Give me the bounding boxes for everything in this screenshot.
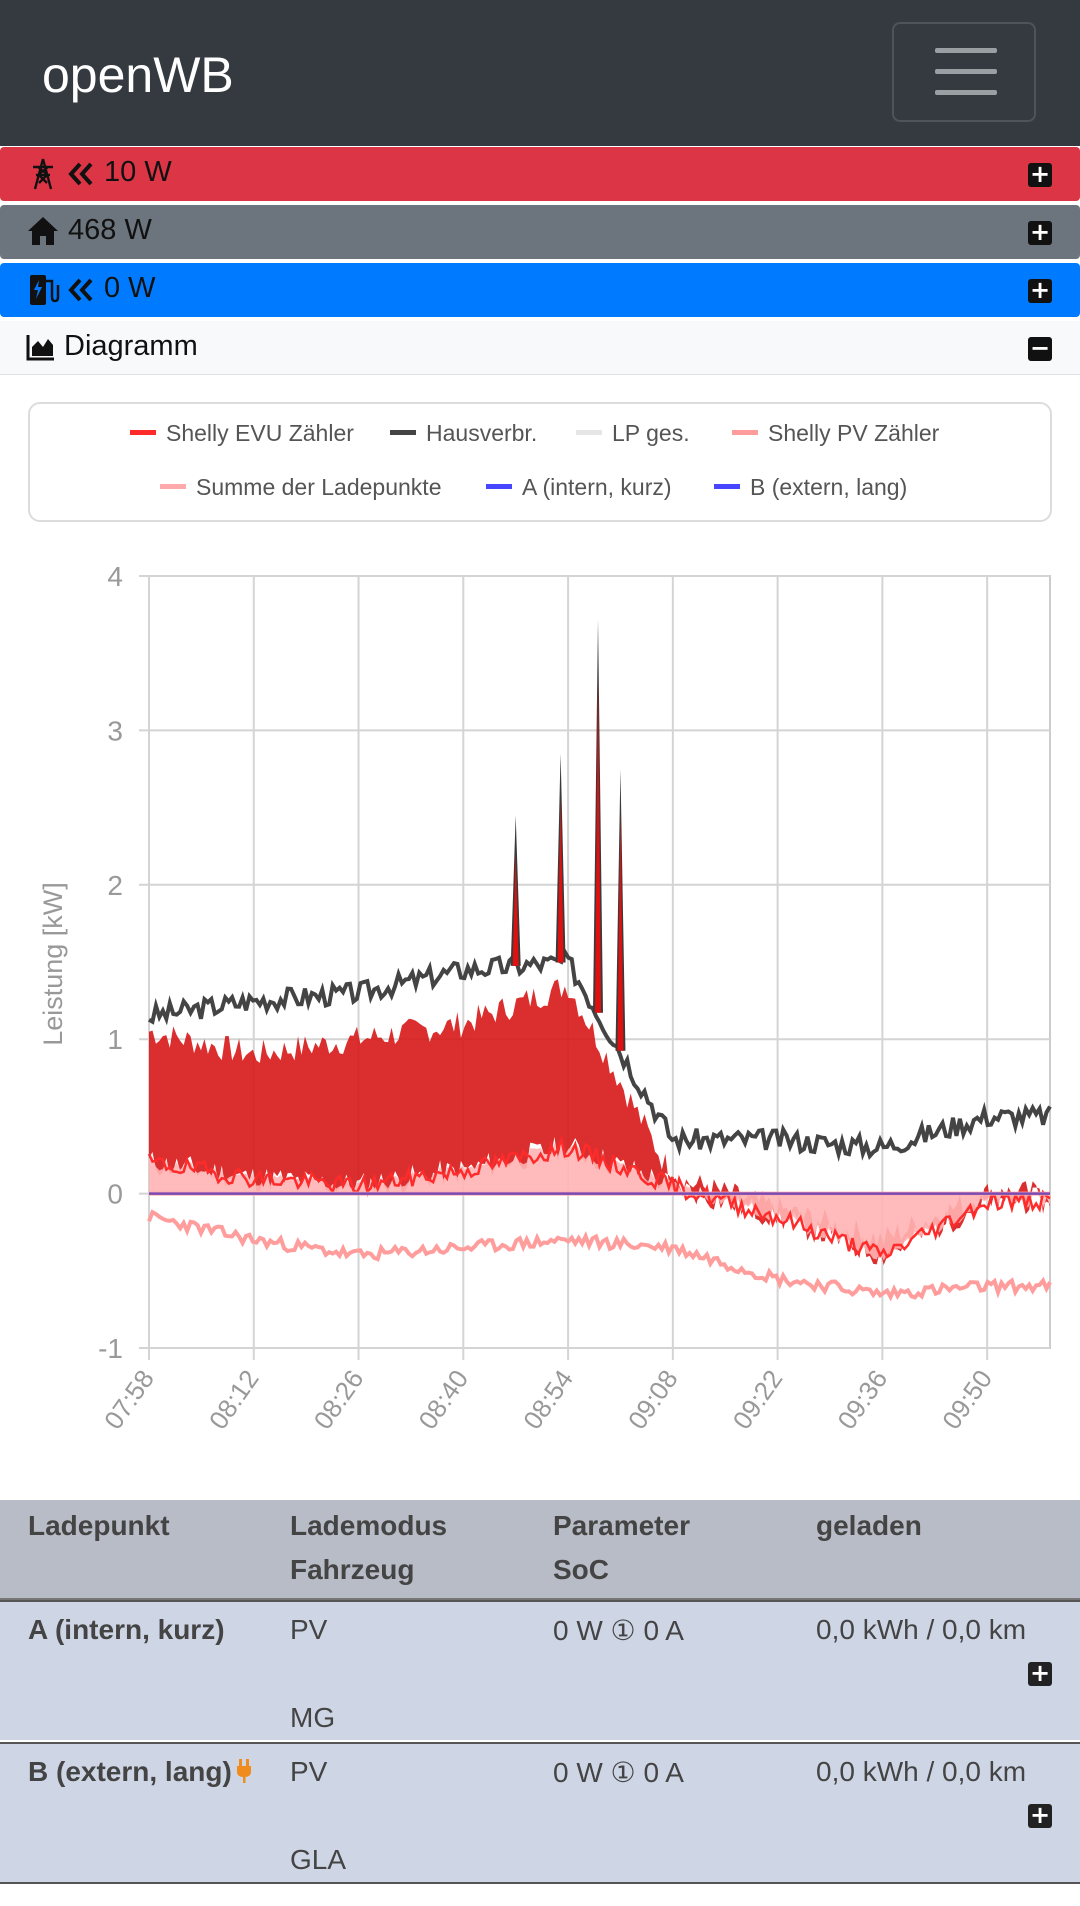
double-left-arrow-icon <box>68 162 93 186</box>
charge-power-bar[interactable]: 0 W + <box>0 263 1080 317</box>
legend-item[interactable]: Shelly EVU Zähler <box>130 420 354 447</box>
brand-title[interactable]: openWB <box>42 47 234 103</box>
expand-icon[interactable]: + <box>1028 1659 1052 1687</box>
hamburger-line <box>935 69 997 74</box>
x-tick-label: 09:50 <box>936 1364 998 1435</box>
power-tower-icon <box>33 158 53 190</box>
charge-parameter: 0 W ① 0 A <box>553 1615 684 1646</box>
charging-station-icon <box>30 275 60 305</box>
charge-mode[interactable]: PV <box>290 1614 328 1645</box>
y-tick-label: 0 <box>107 1179 123 1210</box>
peak-mark <box>557 797 564 963</box>
legend-item[interactable]: B (extern, lang) <box>714 474 907 501</box>
peak-mark <box>512 853 519 966</box>
x-tick-label: 08:26 <box>308 1364 370 1435</box>
charge-power-value: 0 W <box>104 272 156 304</box>
house-power-bar[interactable]: 468 W + <box>0 205 1080 259</box>
chargepoint-name: B (extern, lang) <box>28 1756 232 1787</box>
header-soc: SoC <box>553 1554 609 1585</box>
y-tick-label: 4 <box>107 561 123 592</box>
legend-item[interactable]: LP ges. <box>576 420 690 447</box>
charged-energy: 0,0 kWh / 0,0 km <box>816 1614 1027 1645</box>
vehicle-name: GLA <box>290 1844 347 1875</box>
x-tick-label: 08:54 <box>517 1364 579 1435</box>
peak-mark <box>595 676 602 1013</box>
vehicle-name: MG <box>290 1702 336 1733</box>
y-tick-label: -1 <box>98 1333 123 1364</box>
hamburger-line <box>935 90 997 95</box>
legend-item[interactable]: Summe der Ladepunkte <box>160 474 442 501</box>
x-tick-label: 08:12 <box>203 1364 265 1435</box>
y-tick-label: 2 <box>107 870 123 901</box>
legend-label: LP ges. <box>612 420 690 446</box>
table-header: Ladepunkt Lademodus Fahrzeug Parameter S… <box>0 1500 1080 1600</box>
expand-icon[interactable]: + <box>1028 218 1052 246</box>
y-tick-label: 1 <box>107 1024 123 1055</box>
x-tick-label: 09:22 <box>727 1364 789 1435</box>
chart-legend: Shelly EVU Zähler Hausverbr. LP ges. She… <box>28 402 1052 522</box>
y-axis-label: Leistung [kW] <box>38 882 68 1046</box>
x-tick-label: 07:58 <box>98 1364 160 1435</box>
evu-area <box>149 979 1050 1266</box>
header-parameter: Parameter <box>553 1510 690 1541</box>
expand-icon[interactable]: + <box>1028 160 1052 188</box>
double-left-arrow-icon <box>68 278 93 302</box>
header-lademodus: Lademodus <box>290 1510 448 1541</box>
expand-icon[interactable]: + <box>1028 1801 1052 1829</box>
header-ladepunkt: Ladepunkt <box>28 1510 170 1541</box>
charge-mode[interactable]: PV <box>290 1756 328 1787</box>
legend-label: A (intern, kurz) <box>522 474 672 500</box>
legend-item[interactable]: A (intern, kurz) <box>486 474 672 501</box>
legend-item[interactable]: Hausverbr. <box>390 420 537 447</box>
grid-power-bar[interactable]: 10 W + <box>0 147 1080 201</box>
plug-icon <box>237 1759 251 1783</box>
chargepoint-name: A (intern, kurz) <box>28 1614 225 1645</box>
peak-mark <box>617 811 624 1051</box>
grid-power-value: 10 W <box>104 156 172 188</box>
diagram-title: Diagramm <box>64 330 198 362</box>
menu-toggle-button[interactable] <box>892 22 1036 122</box>
y-tick-label: 3 <box>107 715 123 746</box>
house-power-value: 468 W <box>68 214 152 246</box>
legend-label: B (extern, lang) <box>750 474 908 500</box>
legend-item[interactable]: Shelly PV Zähler <box>732 420 939 447</box>
power-chart: 4 3 2 1 0 -107:58 08:12 08:26 08:40 08:54 09:08 09:… <box>38 561 1052 1435</box>
header-geladen: geladen <box>816 1510 922 1541</box>
series-line-pv <box>147 1209 1052 1302</box>
charged-energy: 0,0 kWh / 0,0 km <box>816 1756 1027 1787</box>
hamburger-icon <box>935 48 997 53</box>
charge-parameter: 0 W ① 0 A <box>553 1757 684 1788</box>
legend-label: Summe der Ladepunkte <box>196 474 442 500</box>
navbar: openWB <box>0 0 1080 146</box>
table-row[interactable]: A (intern, kurz) PV 0 W ① 0 A 0,0 kWh / … <box>0 1600 1080 1740</box>
house-icon <box>28 217 58 245</box>
x-tick-label: 08:40 <box>412 1364 474 1435</box>
x-tick-label: 09:36 <box>831 1364 893 1435</box>
header-fahrzeug: Fahrzeug <box>290 1554 415 1585</box>
series-line-evu <box>147 1134 1051 1259</box>
series-line-hausverbr <box>148 947 1052 1163</box>
area-chart-icon <box>26 335 54 361</box>
table-row[interactable]: B (extern, lang) PV 0 W ① 0 A 0,0 kWh / … <box>0 1742 1080 1884</box>
legend-label: Shelly PV Zähler <box>768 420 940 446</box>
legend-label: Hausverbr. <box>426 420 538 446</box>
x-tick-label: 09:08 <box>622 1364 684 1435</box>
expand-icon[interactable]: + <box>1028 276 1052 304</box>
legend-label: Shelly EVU Zähler <box>166 420 354 446</box>
collapse-icon[interactable]: − <box>1028 334 1052 362</box>
diagram-header[interactable]: Diagramm − <box>0 321 1080 375</box>
